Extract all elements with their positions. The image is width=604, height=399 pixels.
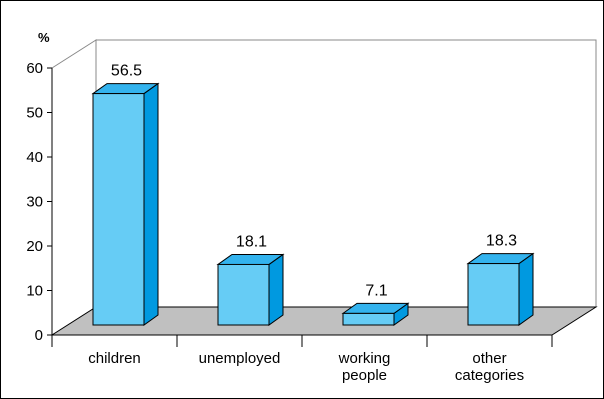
y-tick-label: 20 — [26, 238, 43, 255]
bar-front — [92, 93, 145, 326]
bar-value-label: 18.3 — [486, 233, 517, 250]
x-tick-label: unemployed — [199, 350, 281, 367]
bar — [91, 82, 160, 326]
y-tick-label: 60 — [26, 60, 43, 77]
side-wall — [51, 39, 97, 336]
bar-side — [143, 82, 159, 326]
bar-front — [342, 312, 395, 326]
bar-front — [217, 263, 270, 326]
y-tick-label: 0 — [35, 327, 43, 344]
y-tick-label: 10 — [26, 283, 43, 300]
bar-value-label: 18.1 — [236, 233, 267, 250]
x-tick-label: working people — [338, 350, 391, 384]
bar-side — [518, 252, 534, 326]
bar — [341, 302, 410, 326]
bar-value-label: 7.1 — [365, 282, 387, 299]
y-tick-label: 30 — [26, 194, 43, 211]
y-tick-label: 40 — [26, 149, 43, 166]
x-tick-label: other categories — [455, 350, 524, 384]
bar-side — [268, 253, 284, 326]
x-tick-label: children — [88, 350, 141, 367]
y-tick-label: 50 — [26, 105, 43, 122]
y-axis-unit-label: % — [38, 30, 50, 45]
bar — [466, 252, 535, 326]
bar — [216, 253, 285, 326]
bar-value-label: 56.5 — [111, 63, 142, 80]
bar-front — [467, 263, 520, 326]
